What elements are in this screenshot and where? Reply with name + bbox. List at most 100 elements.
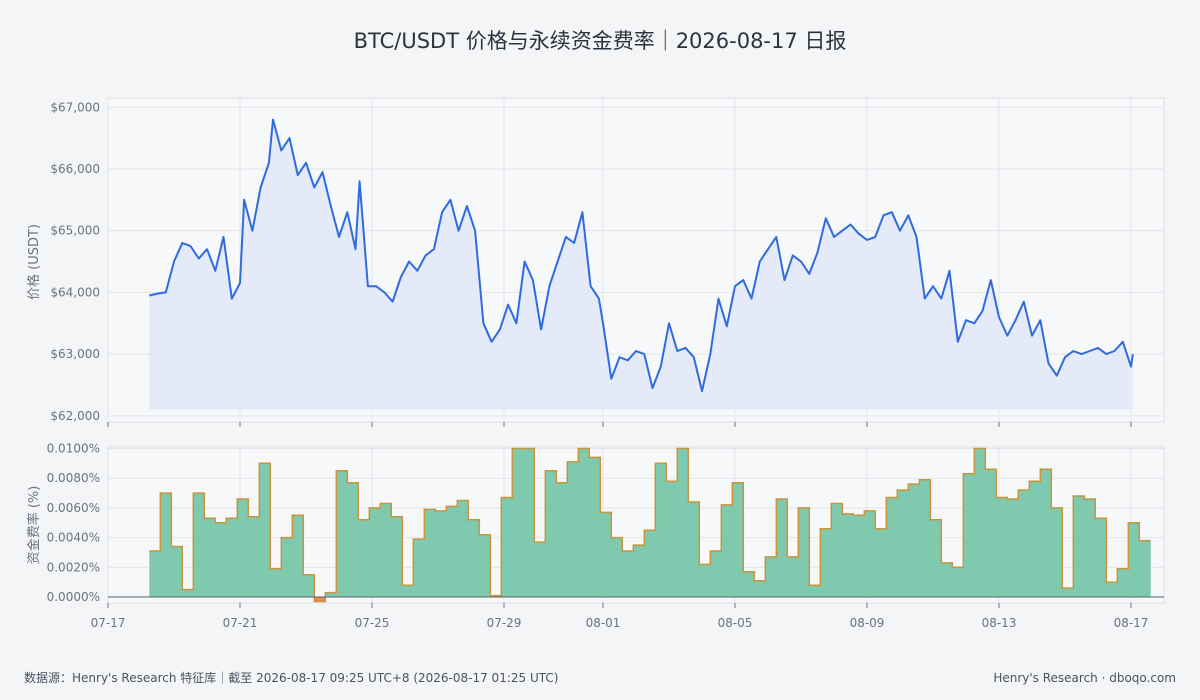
funding-bar [919,479,931,598]
funding-bar [699,564,711,598]
chart-title: BTC/USDT 价格与永续资金费率｜2026-08-17 日报 [354,29,847,53]
funding-bar [226,518,238,597]
funding-bar [259,463,271,597]
funding-bar [1062,588,1074,597]
funding-bar [149,551,161,598]
funding-step-line [149,447,1151,603]
funding-bar [776,499,788,598]
funding-bar [963,473,975,597]
funding-bar [1040,469,1052,598]
price-y-axis: $62,000 $63,000 $64,000 $65,000 $66,000 $67,0… [50,100,100,423]
funding-bar [369,507,381,597]
funding-bar [622,551,634,598]
funding-bar [1073,496,1085,597]
funding-bar [281,537,293,597]
funding-bar [1051,507,1063,597]
funding-bar [182,589,194,597]
funding-bar [534,542,546,598]
x-tick-label: 07-25 [355,616,390,630]
price-y-tick-label: $65,000 [50,224,100,238]
funding-bar [633,545,645,598]
funding-bar [600,512,612,598]
footer-source: 数据源：Henry's Research 特征库｜截至 2026-08-17 0… [24,670,558,685]
funding-y-tick-label: 0.0000% [47,590,100,604]
funding-bar [732,482,744,598]
price-line [149,118,1134,393]
funding-bar [765,556,777,597]
funding-bar [457,500,469,598]
x-tick-label: 08-09 [850,616,885,630]
funding-bar [303,574,315,598]
funding-bar [523,448,535,598]
funding-y-axis: 0.0000% 0.0020% 0.0040% 0.0060% 0.0080% 0.010… [47,441,100,604]
funding-bar [1117,568,1129,597]
funding-bar [985,469,997,598]
funding-bar [853,515,865,597]
price-y-axis-label: 价格 (USDT) [26,224,42,300]
funding-bar [292,515,304,597]
funding-bar [193,493,205,598]
funding-bar [347,482,359,598]
funding-bar [424,509,436,598]
funding-bar [798,507,810,597]
funding-bar [952,567,964,597]
funding-y-tick-label: 0.0040% [47,531,100,545]
funding-plot [108,447,1164,603]
price-area [149,119,1133,410]
x-tick-label: 08-01 [586,616,621,630]
funding-bar [556,482,568,598]
funding-bar [1018,490,1030,598]
funding-bar [435,510,447,598]
funding-bar [578,448,590,598]
funding-y-axis-label: 资金费率 (%) [26,486,42,565]
funding-bar [655,463,667,597]
funding-bar [545,470,557,598]
funding-bar [710,551,722,598]
funding-y-tick-label: 0.0100% [47,441,100,455]
funding-bar [941,562,953,598]
funding-bar [666,481,678,598]
price-y-tick-label: $67,000 [50,100,100,114]
price-y-tick-label: $66,000 [50,162,100,176]
x-tick-label: 08-05 [718,616,753,630]
funding-bar [248,516,260,597]
funding-bar [1106,582,1118,598]
funding-bar [171,546,183,597]
funding-bar [974,448,986,598]
funding-bar [358,519,370,598]
funding-bar [996,497,1008,597]
x-tick-label: 08-13 [982,616,1017,630]
funding-bar [325,592,337,598]
funding-bar [402,585,414,598]
funding-bar [886,497,898,597]
footer-brand: Henry's Research · dboqo.com [993,671,1176,685]
funding-bar [468,519,480,598]
x-axis: 07-17 07-21 07-25 07-29 08-01 08-05 08-09 08-13… [91,422,1148,630]
funding-y-tick-label: 0.0060% [47,501,100,515]
funding-bar [644,530,656,598]
price-y-tick-label: $63,000 [50,347,100,361]
funding-bar [809,585,821,598]
funding-bar [743,571,755,598]
funding-bar [413,539,425,597]
funding-bar [380,503,392,598]
funding-bar [336,470,348,598]
funding-bar [842,513,854,598]
funding-bar [512,448,524,598]
funding-bar [897,490,909,598]
x-tick-label: 07-17 [91,616,126,630]
funding-bar [1095,518,1107,597]
funding-bar [1029,481,1041,598]
funding-y-tick-label: 0.0020% [47,560,100,574]
funding-bar [864,510,876,598]
funding-bar [787,556,799,597]
funding-bar [446,506,458,597]
funding-bar [1084,499,1096,598]
funding-bar [930,519,942,598]
funding-bar [875,528,887,597]
funding-bar [1128,522,1140,598]
funding-bar [1007,499,1019,598]
funding-bar [501,497,513,597]
